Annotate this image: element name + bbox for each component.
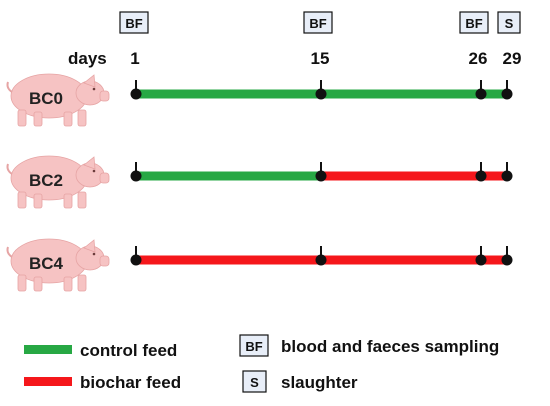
day-label-26: 26 xyxy=(469,49,488,68)
biochar-feed-segment xyxy=(136,255,321,265)
group-label: BC2 xyxy=(29,171,63,190)
day-point xyxy=(130,88,142,100)
group-row-bc2: BC2 xyxy=(6,155,513,209)
biochar-feed-label: biochar feed xyxy=(80,373,181,392)
group-label: BC4 xyxy=(29,254,64,273)
day-point xyxy=(130,170,142,182)
biochar-feed-segment xyxy=(481,255,507,265)
day-point xyxy=(501,88,513,100)
marker-bf-day-15: BF xyxy=(303,11,333,34)
s-box-label: S xyxy=(505,16,514,31)
day-point xyxy=(475,88,487,100)
bf-box xyxy=(119,11,149,34)
biochar-feed-segment xyxy=(321,255,481,265)
bf-legend-box-label: BF xyxy=(245,339,262,354)
biochar-feed-segment xyxy=(481,171,507,181)
s-legend-box xyxy=(242,370,267,393)
group-row-bc4: BC4 xyxy=(6,238,513,292)
bf-box xyxy=(459,11,489,34)
control-feed-segment xyxy=(321,89,481,99)
timeline-bc2 xyxy=(130,162,513,182)
bf-legend-text: blood and faeces sampling xyxy=(281,337,499,356)
bf-box xyxy=(303,11,333,34)
s-legend-text: slaughter xyxy=(281,373,358,392)
marker-s-day-29: S xyxy=(497,11,521,34)
day-point xyxy=(315,88,327,100)
bf-box-label: BF xyxy=(125,16,142,31)
day-point xyxy=(130,254,142,266)
group-label: BC0 xyxy=(29,89,63,108)
timeline-bc4 xyxy=(130,246,513,266)
control-feed-segment xyxy=(136,89,321,99)
bf-box-label: BF xyxy=(309,16,326,31)
days-label: days xyxy=(68,49,107,68)
day-point xyxy=(501,170,513,182)
day-label-1: 1 xyxy=(130,49,139,68)
control-feed-segment xyxy=(136,171,321,181)
day-point xyxy=(475,254,487,266)
day-label-29: 29 xyxy=(503,49,522,68)
s-box xyxy=(497,11,521,34)
bf-box-label: BF xyxy=(465,16,482,31)
day-point xyxy=(315,254,327,266)
day-point xyxy=(315,170,327,182)
marker-bf-day-1: BF xyxy=(119,11,149,34)
biochar-feed-segment xyxy=(321,171,481,181)
timeline-bc0 xyxy=(130,80,513,100)
biochar-feed-swatch xyxy=(24,377,72,386)
legend: control feed biochar feed BF blood and f… xyxy=(24,334,499,393)
control-feed-label: control feed xyxy=(80,341,177,360)
timeline-header: days BF BF BF S 1 15 26 29 xyxy=(68,11,522,68)
bf-legend-box xyxy=(239,334,269,357)
day-label-15: 15 xyxy=(311,49,330,68)
day-point xyxy=(501,254,513,266)
group-row-bc0: BC0 xyxy=(6,73,513,127)
marker-bf-day-26: BF xyxy=(459,11,489,34)
day-point xyxy=(475,170,487,182)
control-feed-swatch xyxy=(24,345,72,354)
s-legend-box-label: S xyxy=(250,375,259,390)
control-feed-segment xyxy=(481,89,507,99)
